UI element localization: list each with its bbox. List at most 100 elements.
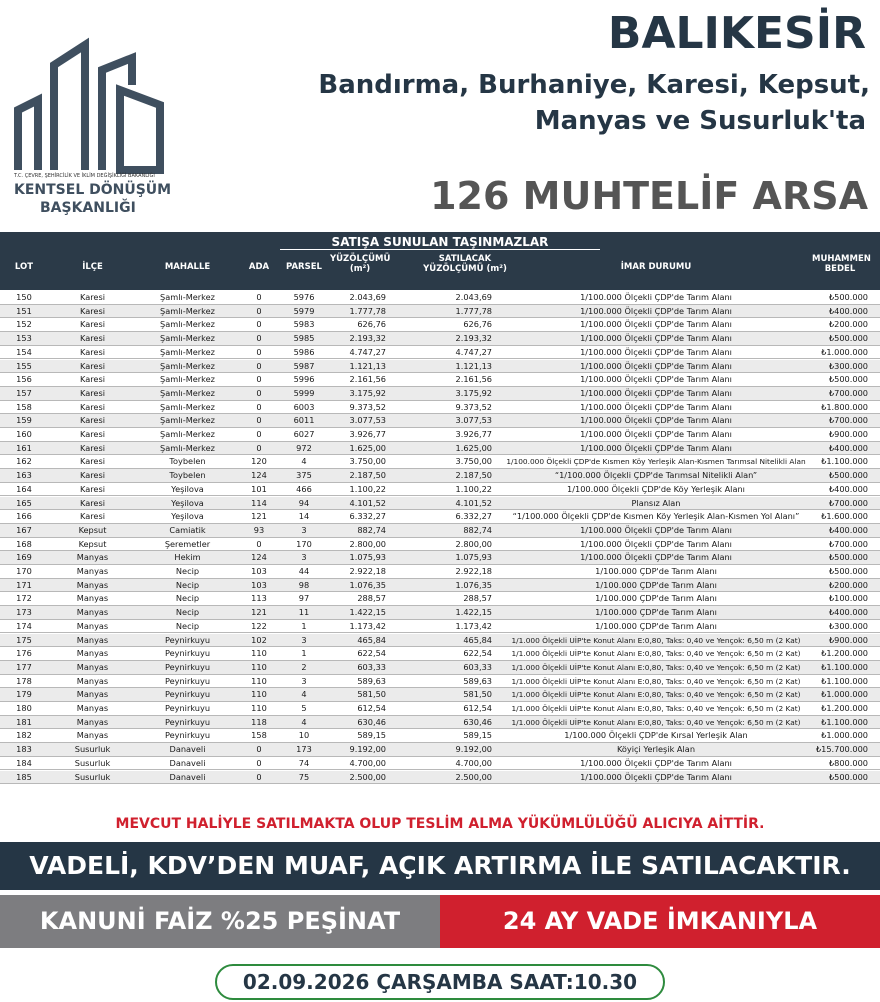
cell: Karesi bbox=[79, 374, 105, 385]
table-row: 172 Manyas Necip 113 97 288,57 288,57 1/100.000… bbox=[0, 592, 880, 607]
cell: 1/100.000 Ölçekli ÇDP'de Tarım Alanı bbox=[580, 292, 732, 302]
cell: ₺400.000 bbox=[828, 442, 868, 453]
column-header: MUHAMMEN BEDEL bbox=[812, 254, 871, 274]
cell: 589,15 bbox=[463, 730, 492, 741]
cell: ₺700.000 bbox=[828, 415, 868, 426]
cell: 159 bbox=[16, 415, 32, 426]
band: VADELİ, KDV’DEN MUAF, AÇIK ARTIRMA İLE S… bbox=[0, 842, 880, 890]
cell: 4.747,27 bbox=[349, 346, 386, 357]
cell: Manyas bbox=[76, 703, 109, 713]
cell: 0 bbox=[256, 305, 262, 316]
table-row: 183 Susurluk Danaveli 0 173 9.192,00 9.192,00 K… bbox=[0, 743, 880, 757]
cell: 110 bbox=[251, 675, 267, 686]
cell: 1/100.000 Ölçekli ÇDP'de Tarım Alanı bbox=[580, 346, 732, 357]
cell: 3.750,00 bbox=[349, 456, 386, 467]
cell: Manyas bbox=[76, 552, 109, 563]
cell: 1.076,35 bbox=[349, 579, 386, 590]
cell: 1/100.000 Ölçekli ÇDP'de Kısmen Köy Yerl… bbox=[506, 457, 806, 467]
logo-graphic bbox=[14, 37, 164, 174]
table-row: 151 Karesi Şamlı-Merkez 0 5979 1.777,78 1.777,… bbox=[0, 304, 880, 319]
cell: Camiatik bbox=[169, 524, 206, 535]
cell: 1/100.000 Ölçekli ÇDP'de Tarım Alanı bbox=[580, 319, 732, 330]
cell: ₺700.000 bbox=[828, 387, 868, 398]
cell: 124 bbox=[251, 470, 267, 481]
cell: 6011 bbox=[293, 415, 315, 426]
cell: Susurluk bbox=[74, 771, 111, 782]
cell: 155 bbox=[16, 360, 32, 371]
cell: Susurluk bbox=[74, 757, 111, 768]
cell: 173 bbox=[296, 744, 312, 755]
cell: 5 bbox=[301, 703, 307, 713]
table-row: 182 Manyas Peynirkuyu 158 10 589,15 589,15 1/10… bbox=[0, 729, 880, 744]
cell: 0 bbox=[256, 387, 262, 398]
cell: 3.750,00 bbox=[455, 456, 492, 467]
cell: ₺400.000 bbox=[828, 305, 868, 316]
cell: ₺1.000.000 bbox=[821, 689, 868, 700]
cell: 1.625,00 bbox=[455, 442, 492, 453]
cell: 173 bbox=[16, 607, 32, 618]
cell: Yeşilova bbox=[171, 497, 204, 508]
cell: 1.173,42 bbox=[349, 620, 386, 631]
cell: Karesi bbox=[79, 401, 105, 412]
cell: 4.101,52 bbox=[349, 497, 386, 508]
cell: 622,54 bbox=[357, 648, 386, 659]
cell: 0 bbox=[256, 346, 262, 357]
cell: Şamlı-Merkez bbox=[160, 374, 215, 385]
cell: 3 bbox=[301, 675, 307, 686]
cell: Necip bbox=[175, 566, 200, 576]
cell: 9.192,00 bbox=[455, 744, 492, 755]
cell: Necip bbox=[175, 620, 200, 631]
cell: 97 bbox=[298, 593, 310, 604]
cell: Peynirkuyu bbox=[164, 689, 211, 700]
cell: 170 bbox=[296, 538, 312, 549]
cell: 288,57 bbox=[357, 593, 386, 604]
cell: Necip bbox=[175, 579, 200, 590]
cell: 185 bbox=[16, 771, 32, 782]
cell: 1.076,35 bbox=[455, 579, 492, 590]
cell: 153 bbox=[16, 333, 32, 344]
cell: 9.373,52 bbox=[349, 401, 386, 412]
cell: Manyas bbox=[76, 716, 109, 727]
cell: 101 bbox=[251, 483, 267, 494]
column-header: İMAR DURUMU bbox=[620, 262, 692, 272]
cell: Şamlı-Merkez bbox=[160, 429, 215, 439]
cell: ₺500.000 bbox=[828, 552, 868, 563]
headline: 126 MUHTELİF ARSA bbox=[430, 174, 868, 218]
cell: Manyas bbox=[76, 634, 109, 645]
cell: 612,54 bbox=[463, 703, 492, 713]
cell: 172 bbox=[16, 593, 32, 604]
cell: 4 bbox=[301, 689, 307, 700]
group-title: SATIŞA SUNULAN TAŞINMAZLAR bbox=[280, 235, 600, 250]
cell: 166 bbox=[16, 511, 32, 522]
cell: ₺1.000.000 bbox=[821, 346, 868, 357]
cell: 1.121,13 bbox=[455, 360, 492, 371]
logo-line: BAŞKANLIĞI bbox=[40, 200, 136, 216]
table-header: SATIŞA SUNULAN TAŞINMAZLAR LOT İLÇE MAHALL… bbox=[0, 232, 880, 290]
subtitle: Bandırma, Burhaniye, Karesi, Kepsut, bbox=[318, 70, 870, 100]
cell: 121 bbox=[251, 511, 267, 522]
cell: Karesi bbox=[79, 483, 105, 494]
cell: 3.175,92 bbox=[349, 387, 386, 398]
cell: 622,54 bbox=[463, 648, 492, 659]
table-row: 169 Manyas Hekim 124 3 1.075,93 1.075,93 1/100.… bbox=[0, 551, 880, 565]
cell: 165 bbox=[16, 497, 32, 508]
cell: Karesi bbox=[79, 429, 105, 439]
cell: 1/1.000 Ölçekli UİP'te Konut Alanı E:0,8… bbox=[511, 662, 801, 672]
cell: 5999 bbox=[293, 387, 315, 398]
cell: ₺300.000 bbox=[828, 620, 868, 631]
cell: Danaveli bbox=[169, 757, 206, 768]
column-header: YÜZÖLÇÜMÜ (m²) bbox=[330, 254, 391, 274]
cell: 122 bbox=[251, 620, 267, 631]
subtitle: Manyas ve Susurluk'ta bbox=[534, 106, 866, 136]
cell: 1/1.000 Ölçekli UİP'te Konut Alanı E:0,8… bbox=[511, 649, 801, 659]
cell: Karesi bbox=[79, 456, 105, 467]
cell: 168 bbox=[16, 538, 32, 549]
cell: 2.922,18 bbox=[349, 566, 386, 576]
cell: 1/1.000 Ölçekli UİP'te Konut Alanı E:0,8… bbox=[511, 635, 801, 645]
table-row: 160 Karesi Şamlı-Merkez 0 6027 3.926,77 3.926,… bbox=[0, 428, 880, 442]
cell: 9.192,00 bbox=[349, 744, 386, 755]
cell: 4.101,52 bbox=[455, 497, 492, 508]
cell: 1.075,93 bbox=[455, 552, 492, 563]
cell: 151 bbox=[16, 305, 32, 316]
cell: 626,76 bbox=[357, 319, 386, 330]
